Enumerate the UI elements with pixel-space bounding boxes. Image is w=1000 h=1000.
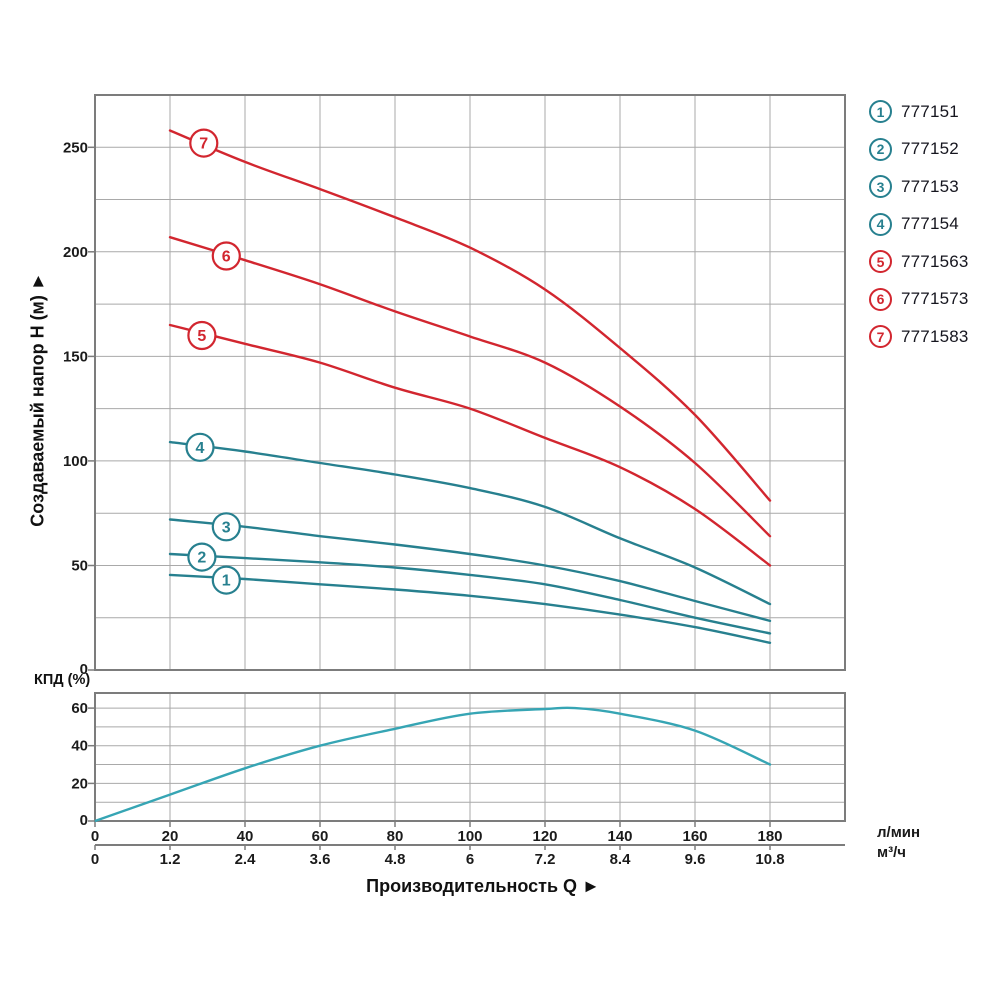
legend-code-3: 777153 — [901, 176, 959, 196]
curve-marker-circle — [211, 241, 241, 271]
curve-marker-circle — [211, 512, 241, 542]
legend-marker-2: 2 — [869, 137, 892, 161]
x-axis: 0 20 40 60 80 100 120 140 160 180 0 1.2 2.4 3.6 4.8 6 7.… — [91, 822, 845, 868]
curve-marker-number: 1 — [222, 573, 231, 590]
y-tick-label: 40 — [71, 738, 88, 755]
curve-4 — [168, 440, 772, 606]
x-tick-label-m3h: 9.6 — [685, 851, 706, 868]
plot-border — [94, 692, 846, 822]
legend-marker-3: 3 — [869, 175, 892, 198]
y-tick-label: 100 — [63, 453, 88, 470]
x-tick-label-m3h: 7.2 — [535, 851, 556, 868]
legend-code-4: 777154 — [901, 214, 959, 233]
curve-marker-circle — [211, 565, 241, 595]
curve-marker-7: 7 — [189, 128, 219, 158]
curve-marker-number: 3 — [222, 519, 231, 536]
legend-code-7: 7771583 — [901, 326, 969, 346]
curve-marker-number: 7 — [199, 136, 208, 153]
x-tick-label-m3h: 3.6 — [310, 851, 331, 868]
x-tick-label-lmin: 140 — [607, 828, 632, 845]
x-tick-label-lmin: 60 — [312, 828, 329, 845]
x-tick-label-m3h: 0 — [91, 851, 99, 868]
legend-item-1: 1 777151 — [869, 100, 969, 123]
y-tick-label: 0 — [80, 812, 88, 829]
legend-code-1: 777151 — [901, 101, 959, 121]
curve-marker-number: 2 — [197, 550, 206, 567]
curve-КПД — [93, 706, 772, 823]
curve-marker-5: 5 — [187, 320, 217, 351]
legend: 1 777151 2 777152 3 777153 4 777154 5 7771563 6 777… — [869, 100, 969, 348]
x-tick-label-m3h: 2.4 — [235, 851, 257, 868]
curve-marker-3: 3 — [211, 512, 241, 542]
x-tick-label-m3h: 10.8 — [755, 851, 784, 868]
x-tick-label-lmin: 100 — [457, 828, 482, 845]
curve-2 — [168, 552, 772, 635]
legend-item-6: 6 7771573 — [869, 287, 969, 311]
efficiency-axis-label: КПД (%) — [34, 672, 91, 688]
legend-item-7: 7 7771583 — [869, 325, 969, 348]
curve-marker-circle — [185, 432, 215, 462]
x-tick-label-m3h: 1.2 — [160, 851, 181, 868]
y-tick-label: 60 — [71, 700, 88, 717]
curve-1 — [168, 573, 772, 644]
curve-marker-4: 4 — [185, 432, 215, 462]
x-tick-label-lmin: 180 — [757, 828, 782, 845]
x-axis-title: Производительность Q ► — [366, 876, 600, 896]
y-tick-label: 200 — [63, 244, 88, 261]
curve-6 — [168, 236, 772, 538]
curve-7 — [168, 129, 772, 502]
curve-marker-1: 1 — [211, 565, 241, 595]
y-axis-title: Создаваемый напор H (м) ► — [27, 272, 48, 527]
legend-marker-1: 1 — [869, 100, 892, 123]
x-tick-label-lmin: 40 — [237, 828, 254, 845]
x-tick-label-lmin: 120 — [532, 828, 557, 845]
x-tick-label-m3h: 4.8 — [385, 851, 406, 868]
plot-border — [94, 94, 846, 671]
x-tick-label-lmin: 0 — [91, 828, 99, 845]
y-tick-label: 150 — [63, 348, 88, 365]
curve-marker-2: 2 — [187, 542, 217, 572]
efficiency-curve-plot: 0 20 40 60 — [71, 692, 846, 829]
flow-unit-lmin-label: л/мин — [877, 824, 921, 841]
curve-marker-6: 6 — [211, 241, 241, 271]
curve-marker-circle — [189, 128, 219, 158]
legend-marker-7: 7 — [869, 325, 892, 348]
curve-marker-number: 6 — [222, 249, 231, 266]
curve-5 — [168, 323, 772, 567]
x-tick-label-lmin: 160 — [682, 828, 707, 845]
legend-marker-6: 6 — [869, 287, 892, 311]
legend-marker-4: 4 — [869, 212, 892, 236]
curve-marker-number: 4 — [196, 440, 205, 457]
curve-marker-circle — [187, 542, 217, 572]
legend-marker-5: 5 — [869, 250, 892, 273]
y-tick-label: 50 — [71, 557, 88, 574]
x-tick-label-lmin: 20 — [162, 828, 179, 845]
y-tick-label: 20 — [71, 775, 88, 792]
y-tick-label: 250 — [63, 139, 88, 156]
legend-code-2: 777152 — [901, 139, 959, 158]
flow-unit-m3h-label: м³/ч — [877, 844, 906, 861]
curve-marker-circle — [187, 320, 217, 351]
legend-item-5: 5 7771563 — [869, 250, 969, 273]
y-tick-label: 0 — [80, 661, 88, 678]
legend-code-6: 7771573 — [901, 289, 969, 308]
legend-item-3: 3 777153 — [869, 175, 969, 198]
legend-code-5: 7771563 — [901, 251, 969, 271]
x-tick-label-m3h: 6 — [466, 851, 474, 868]
curve-3 — [168, 518, 772, 623]
legend-item-4: 4 777154 — [869, 212, 969, 236]
head-flow-curves-plot: 123 4 5 6 7 0 50 100 150 200 250 — [63, 94, 846, 678]
x-tick-label-m3h: 8.4 — [610, 851, 632, 868]
legend-item-2: 2 777152 — [869, 137, 969, 161]
x-tick-label-lmin: 80 — [387, 828, 404, 845]
curve-marker-number: 5 — [197, 328, 206, 345]
